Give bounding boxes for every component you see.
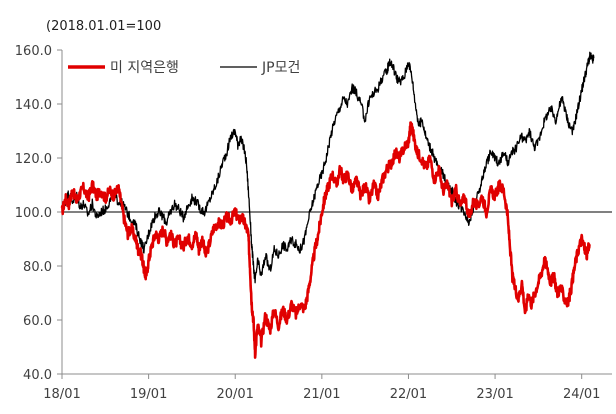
series-layer [60, 51, 595, 359]
y-tick-label: 100.0 [15, 206, 52, 221]
y-tick-label: 60.0 [23, 314, 52, 329]
legend: 미 지역은행 JP모건 [68, 60, 300, 76]
unit-note: (2018.01.01=100 [46, 19, 161, 34]
series-line-1 [60, 121, 591, 359]
x-tick-label: 22/01 [390, 387, 427, 402]
x-tick-label: 19/01 [130, 387, 167, 402]
y-tick-label: 120.0 [15, 152, 52, 167]
x-tick-label: 18/01 [43, 387, 80, 402]
x-axis: 18/01 19/01 20/01 21/01 22/01 23/01 24/01 [43, 374, 600, 402]
y-tick-label: 140.0 [15, 98, 52, 113]
y-tick-label: 40.0 [23, 368, 52, 383]
x-tick-label: 20/01 [216, 387, 253, 402]
axes [61, 50, 612, 375]
legend-label-series-1: 미 지역은행 [110, 60, 179, 76]
legend-label-series-2: JP모건 [261, 60, 300, 76]
y-axis: 40.0 60.0 80.0 100.0 120.0 140.0 160.0 [15, 44, 62, 383]
x-tick-label: 21/01 [303, 387, 340, 402]
y-tick-label: 80.0 [23, 260, 52, 275]
series-line-2 [61, 51, 595, 284]
x-tick-label: 23/01 [476, 387, 513, 402]
x-tick-label: 24/01 [563, 387, 600, 402]
y-tick-label: 160.0 [15, 44, 52, 59]
